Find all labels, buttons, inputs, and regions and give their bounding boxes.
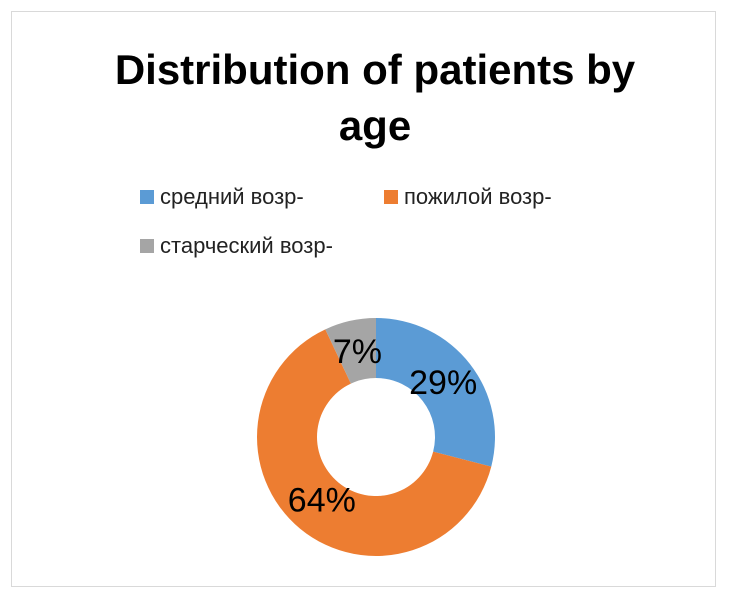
data-label: 64% xyxy=(288,481,356,519)
legend-swatch xyxy=(384,190,398,204)
legend-swatch xyxy=(140,190,154,204)
legend-item: пожилой возр- xyxy=(384,184,552,210)
chart-frame xyxy=(11,11,716,587)
data-label: 29% xyxy=(409,364,477,402)
chart-title: Distribution of patients by age xyxy=(114,46,636,149)
legend-swatch xyxy=(140,239,154,253)
legend-label: старческий возр- xyxy=(160,233,333,258)
legend-item: старческий возр- xyxy=(140,233,333,259)
legend-item: средний возр- xyxy=(140,184,304,210)
slice xyxy=(325,318,376,384)
legend-label: пожилой возр- xyxy=(404,184,552,209)
legend-label: средний возр- xyxy=(160,184,304,209)
slice xyxy=(257,329,492,556)
slice xyxy=(376,318,495,467)
data-label: 7% xyxy=(333,333,382,371)
